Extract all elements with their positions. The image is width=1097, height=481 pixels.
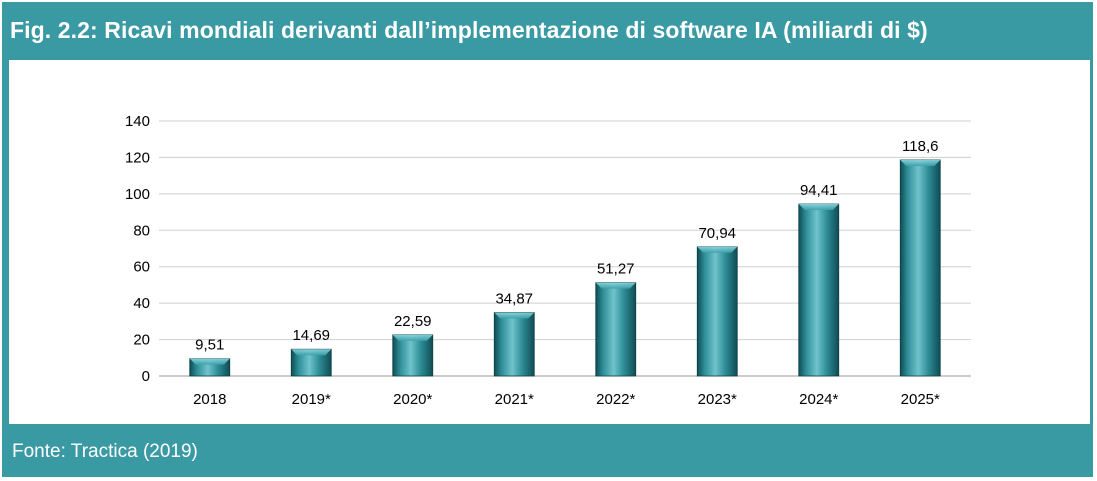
- data-labels: 9,51 14,69 22,59 34,87 51,27 70,94 94,41 118,6: [195, 138, 938, 354]
- bar-bevel: [595, 282, 636, 289]
- figure-title: Fig. 2.2: Ricavi mondiali derivanti dall…: [10, 17, 928, 43]
- y-tick-label: 80: [133, 222, 150, 239]
- bar: [392, 334, 434, 377]
- bar-bevel: [291, 349, 332, 356]
- bar-bevel: [494, 312, 535, 319]
- x-axis-ticks: 2018 2019* 2020* 2021* 2022* 2023* 2024* 2025*: [193, 391, 940, 408]
- bar-bevel: [900, 159, 941, 166]
- x-tick-label: 2018: [193, 391, 226, 408]
- bar-bevel: [189, 358, 230, 365]
- x-tick-label: 2024*: [799, 391, 838, 408]
- x-tick-label: 2021*: [495, 391, 534, 408]
- x-tick-label: 2023*: [698, 391, 737, 408]
- bar: [595, 282, 637, 377]
- data-label: 14,69: [292, 327, 330, 344]
- gridlines: [159, 120, 971, 377]
- x-tick-label: 2019*: [292, 391, 331, 408]
- source-note: Fonte: Tractica (2019): [12, 440, 198, 462]
- bar: [798, 203, 840, 377]
- data-label: 70,94: [698, 225, 736, 242]
- y-tick-label: 100: [125, 186, 150, 203]
- bar: [696, 246, 738, 377]
- y-tick-label: 0: [142, 368, 150, 385]
- bar-bevel: [392, 334, 433, 341]
- data-label: 118,6: [902, 138, 938, 155]
- y-tick-label: 40: [133, 295, 150, 312]
- bar: [899, 159, 941, 377]
- x-tick-label: 2025*: [901, 391, 940, 408]
- footer-bar: Fonte: Tractica (2019): [2, 426, 1093, 477]
- x-tick-label: 2022*: [596, 391, 635, 408]
- bars: [189, 159, 941, 377]
- title-bar: Fig. 2.2: Ricavi mondiali derivanti dall…: [2, 2, 1093, 59]
- bar-bevel: [798, 204, 839, 211]
- y-tick-label: 60: [133, 259, 150, 276]
- data-label: 9,51: [195, 337, 224, 354]
- data-label: 22,59: [394, 313, 432, 330]
- x-tick-label: 2020*: [393, 391, 432, 408]
- chart-area: 0 20 40 60 80 100 120 140 9,51 14,69 22,59 34,87 51…: [9, 60, 1090, 424]
- bar: [493, 312, 535, 377]
- y-tick-label: 20: [133, 332, 150, 349]
- y-tick-label: 140: [125, 113, 150, 130]
- bar-chart: 0 20 40 60 80 100 120 140 9,51 14,69 22,59 34,87 51…: [125, 113, 971, 408]
- data-label: 94,41: [800, 182, 838, 199]
- y-axis-ticks: 0 20 40 60 80 100 120 140: [125, 113, 150, 385]
- bar-bevel: [697, 246, 738, 253]
- y-tick-label: 120: [125, 149, 150, 166]
- data-label: 34,87: [495, 290, 533, 307]
- data-label: 51,27: [597, 261, 635, 278]
